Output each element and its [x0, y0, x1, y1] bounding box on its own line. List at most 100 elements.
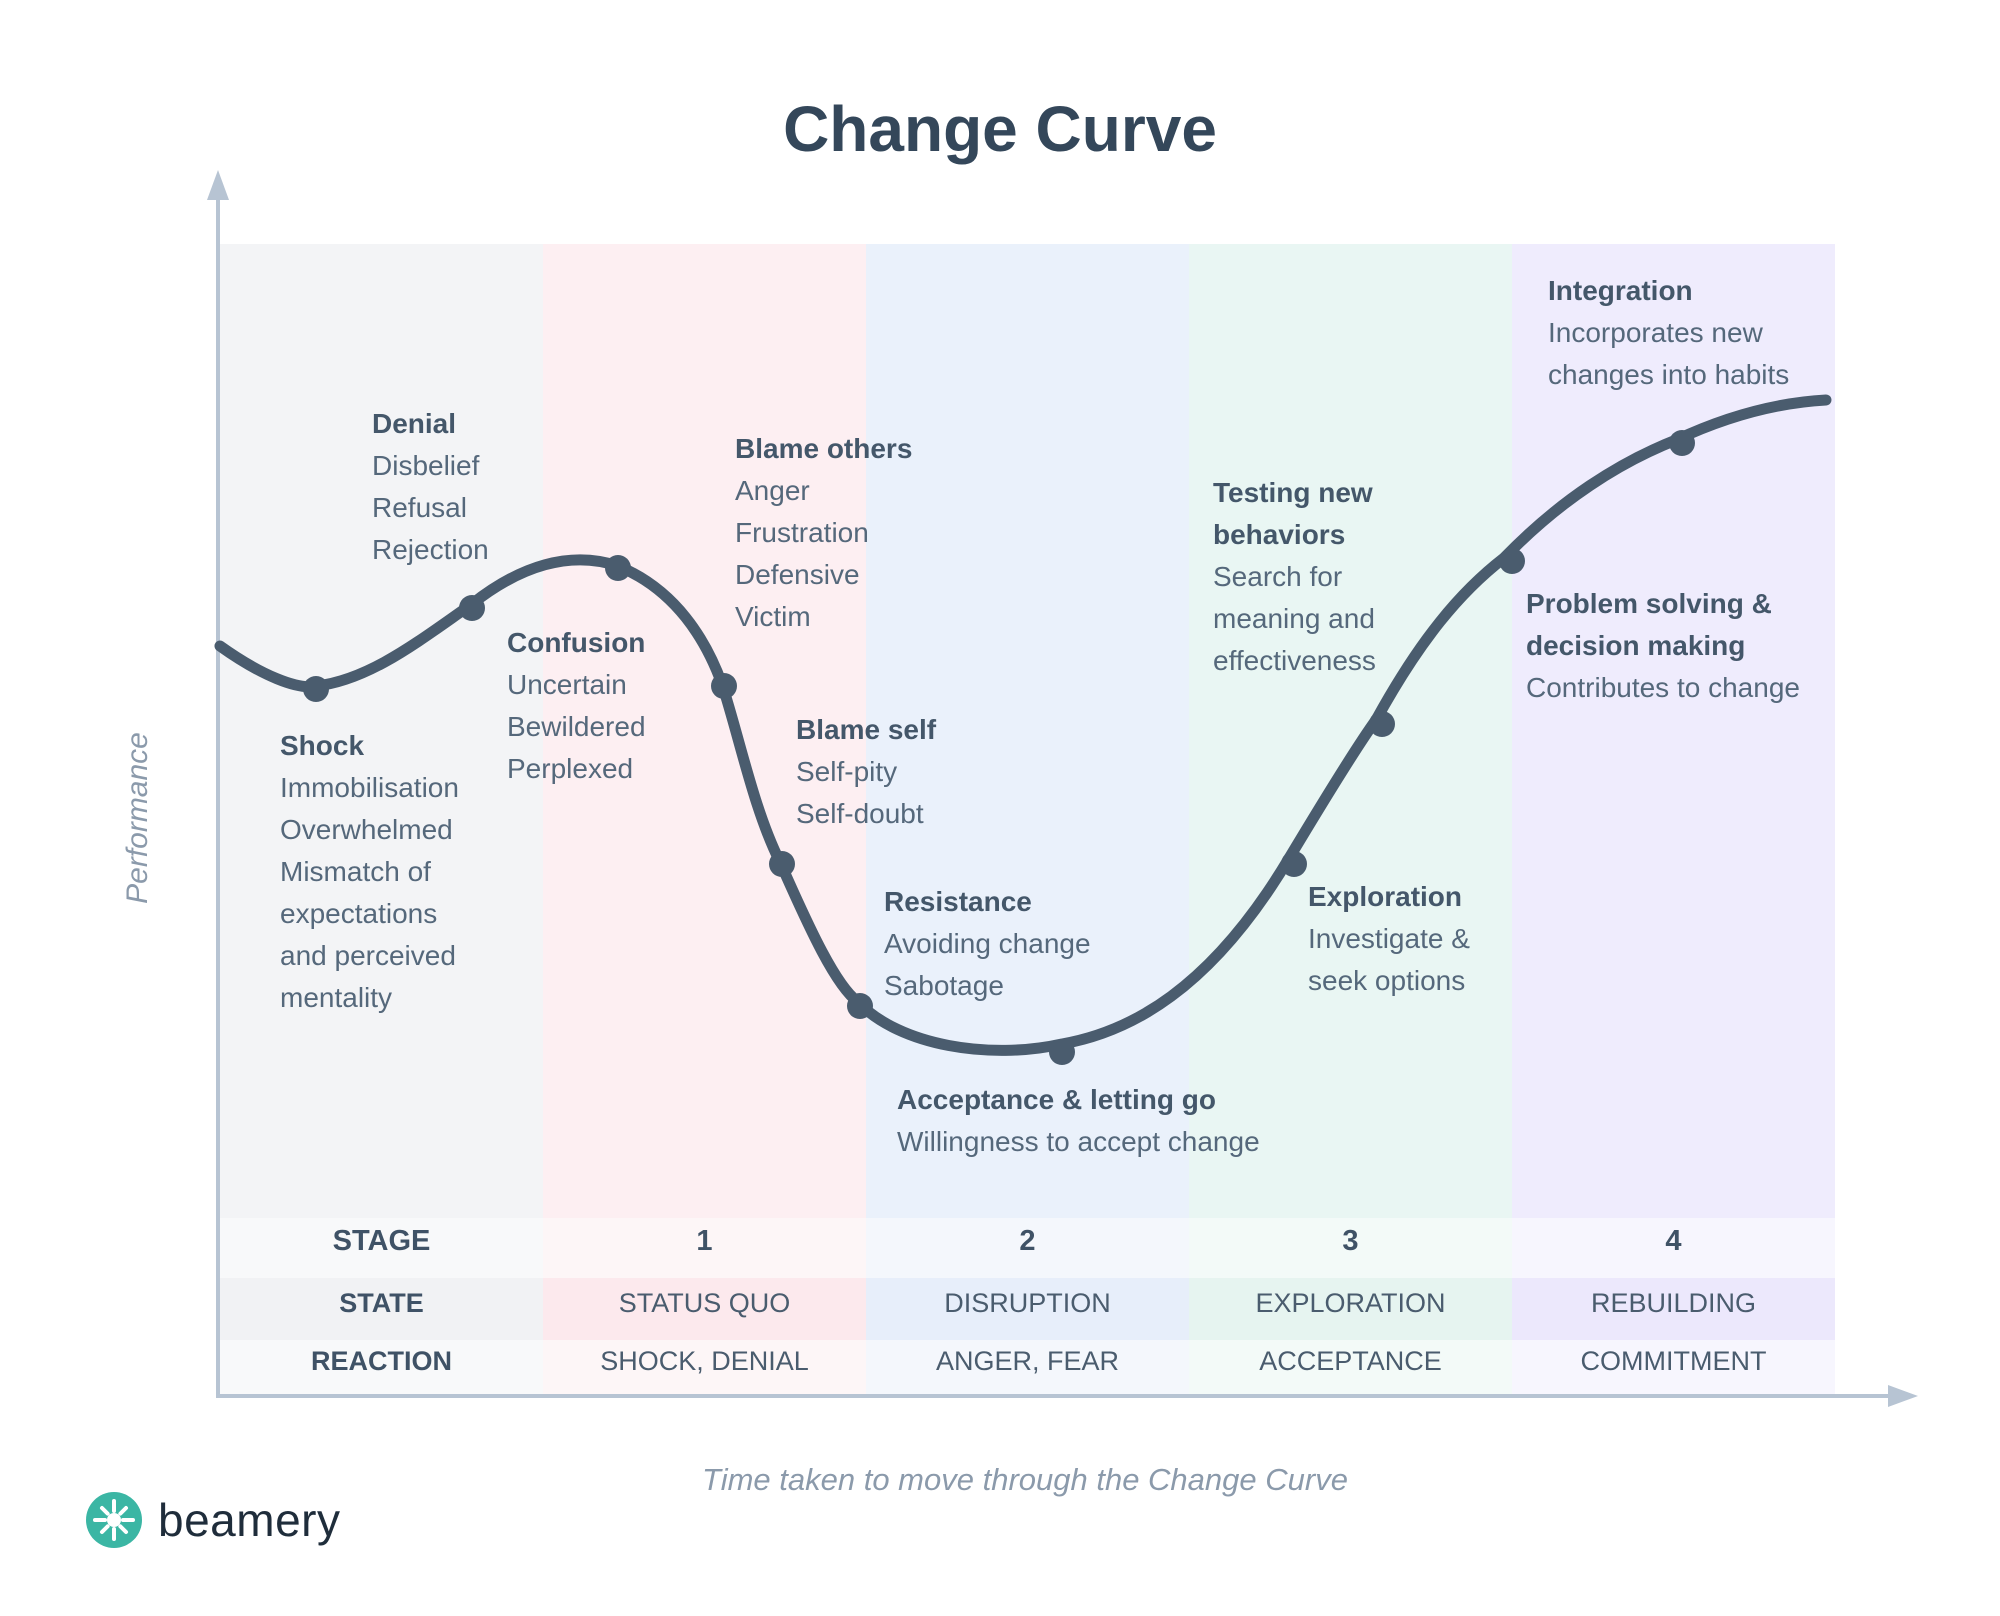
- annotation-heading: Resistance: [884, 886, 1032, 917]
- annotation-line: changes into habits: [1548, 359, 1790, 390]
- x-axis-arrowhead: [1888, 1385, 1918, 1407]
- annotation-line: Disbelief: [372, 450, 480, 481]
- annotation-heading: Testing new: [1213, 477, 1373, 508]
- annotation-line: and perceived: [280, 940, 456, 971]
- annotation-line: seek options: [1308, 965, 1466, 996]
- y-axis-arrowhead: [207, 170, 229, 200]
- annotation-heading: Denial: [372, 408, 457, 439]
- table-row-cell-bg: [1189, 1218, 1512, 1278]
- row-label-state: STATE: [339, 1288, 424, 1318]
- curve-point: [1499, 548, 1525, 574]
- annotation-heading: Blame self: [796, 714, 937, 745]
- beamery-logo: beamery: [84, 1490, 354, 1554]
- table-row-cell-bg: [220, 1218, 543, 1278]
- annotation-heading: Exploration: [1308, 881, 1463, 912]
- table-row-cell-bg: [1512, 1278, 1835, 1340]
- annotation-line: Incorporates new: [1548, 317, 1763, 348]
- curve-point: [711, 673, 737, 699]
- table-row-cell-bg: [1512, 1218, 1835, 1278]
- annotation-line: Frustration: [735, 517, 869, 548]
- curve-point: [1049, 1039, 1075, 1065]
- table-row-cell-bg: [543, 1278, 866, 1340]
- curve-point: [769, 851, 795, 877]
- table-row-cell-bg: [220, 1278, 543, 1340]
- annotation-line: mentality: [280, 982, 393, 1013]
- beamery-logo-icon: [86, 1492, 142, 1548]
- table-row-cell-bg: [1189, 1340, 1512, 1396]
- annotation-heading: Acceptance & letting go: [897, 1084, 1216, 1115]
- stage-2-number: 2: [1019, 1225, 1036, 1257]
- annotation-confusion: Confusion Uncertain Bewildered Perplexed: [507, 622, 646, 790]
- diagram-title: Change Curve: [783, 93, 1217, 165]
- stage-columns: [220, 244, 1835, 1218]
- annotation-exploration: Exploration Investigate & seek options: [1308, 876, 1470, 1002]
- table-row-cell-bg: [543, 1218, 866, 1278]
- curve-point: [1669, 430, 1695, 456]
- table-rows: [220, 1218, 1835, 1396]
- annotation-line: Mismatch of: [280, 856, 431, 887]
- annotation-line: meaning and: [1213, 603, 1375, 634]
- annotation-denial: Denial Disbelief Refusal Rejection: [372, 403, 489, 571]
- annotation-heading: Problem solving &: [1526, 588, 1772, 619]
- curve-points: [303, 430, 1695, 1065]
- reaction-stage-1: SHOCK, DENIAL: [600, 1346, 809, 1376]
- stage-1-number: 1: [696, 1225, 713, 1257]
- axes: [207, 170, 1918, 1407]
- annotation-blame-others: Blame others Anger Frustration Defensive…: [735, 428, 912, 638]
- reaction-stage-4: COMMITMENT: [1580, 1346, 1767, 1376]
- annotation-line: Self-doubt: [796, 798, 924, 829]
- state-stage-3: EXPLORATION: [1255, 1288, 1446, 1318]
- table-row-cell-bg: [866, 1218, 1189, 1278]
- annotation-heading: Confusion: [507, 627, 646, 658]
- stage-column-bg: [866, 244, 1189, 1218]
- annotation-line: expectations: [280, 898, 438, 929]
- annotation-line: effectiveness: [1213, 645, 1376, 676]
- annotation-resistance: Resistance Avoiding change Sabotage: [884, 881, 1091, 1007]
- annotation-line: Immobilisation: [280, 772, 459, 803]
- curve-point: [1281, 851, 1307, 877]
- annotation-line: Victim: [735, 601, 811, 632]
- annotation-heading: decision making: [1526, 630, 1746, 661]
- y-axis-label: Performance: [121, 732, 154, 904]
- annotation-line: Search for: [1213, 561, 1343, 592]
- reaction-stage-3: ACCEPTANCE: [1259, 1346, 1442, 1376]
- annotation-line: Overwhelmed: [280, 814, 453, 845]
- annotation-line: Anger: [735, 475, 810, 506]
- table-row-cell-bg: [220, 1340, 543, 1396]
- curve-point: [847, 993, 873, 1019]
- annotation-line: Sabotage: [884, 970, 1004, 1001]
- annotation-line: Defensive: [735, 559, 860, 590]
- row-label-stage: STAGE: [332, 1225, 431, 1257]
- annotation-problem-solving: Problem solving & decision making Contri…: [1526, 583, 1800, 709]
- table-row-cell-bg: [1512, 1340, 1835, 1396]
- curve-point: [303, 676, 329, 702]
- annotation-line: Rejection: [372, 534, 489, 565]
- annotation-integration: Integration Incorporates new changes int…: [1548, 270, 1789, 396]
- curve-point: [605, 555, 631, 581]
- annotation-line: Uncertain: [507, 669, 627, 700]
- annotation-testing-new-behaviors: Testing new behaviors Search for meaning…: [1213, 472, 1376, 682]
- annotation-heading: behaviors: [1213, 519, 1346, 550]
- stage-column-bg: [543, 244, 866, 1218]
- annotation-line: Refusal: [372, 492, 467, 523]
- annotation-line: Bewildered: [507, 711, 646, 742]
- annotation-line: Contributes to change: [1526, 672, 1800, 703]
- annotation-heading: Shock: [280, 730, 365, 761]
- annotation-line: Willingness to accept change: [897, 1126, 1260, 1157]
- stage-column-bg: [220, 244, 543, 1218]
- annotation-line: Perplexed: [507, 753, 634, 784]
- state-stage-1: STATUS QUO: [618, 1288, 791, 1318]
- stage-column-bg: [1189, 244, 1512, 1218]
- stage-3-number: 3: [1342, 1225, 1359, 1257]
- curve-point: [1369, 711, 1395, 737]
- row-label-reaction: REACTION: [311, 1346, 452, 1376]
- x-axis-label: Time taken to move through the Change Cu…: [702, 1462, 1348, 1497]
- annotation-blame-self: Blame self Self-pity Self-doubt: [796, 709, 936, 835]
- table-row-cell-bg: [1189, 1278, 1512, 1340]
- annotation-line: Investigate &: [1308, 923, 1470, 954]
- annotation-line: Avoiding change: [884, 928, 1091, 959]
- annotation-shock: Shock Immobilisation Overwhelmed Mismatc…: [280, 725, 459, 1019]
- annotation-heading: Integration: [1548, 275, 1693, 306]
